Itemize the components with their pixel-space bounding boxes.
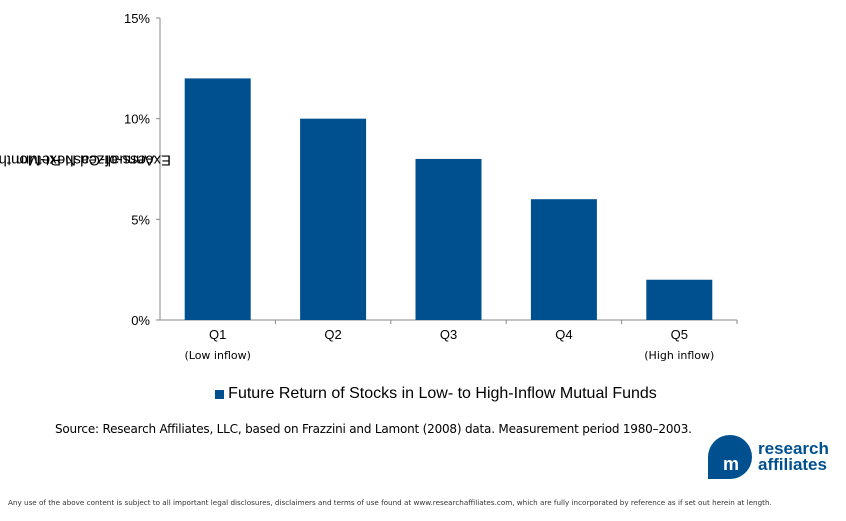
logo-text: research affiliates xyxy=(758,439,829,474)
bar xyxy=(300,118,367,321)
y-tick-label: 0% xyxy=(131,313,150,328)
bar xyxy=(530,199,597,320)
logo-text-line2: affiliates xyxy=(758,455,827,474)
bar xyxy=(646,279,713,320)
x-tick-label: Q1 xyxy=(209,327,226,342)
bar-chart: 0% 5% 10% 15% Q1 (Low inflow) Q2 Q3 Q4 Q5 (High in… xyxy=(124,11,738,362)
y-axis-title-line2: Excess-of-Cash Return xyxy=(15,151,172,169)
y-axis-title: Annualized Next-Month Excess-of-Cash Retu… xyxy=(0,30,171,290)
legal-disclaimer: Any use of the above content is subject … xyxy=(8,498,772,507)
logo-mark: m xyxy=(708,435,752,479)
x-tick-label: Q2 xyxy=(324,327,341,342)
logo-text-line1: research xyxy=(758,439,829,458)
y-tick-label: 15% xyxy=(124,11,150,26)
bar xyxy=(415,158,482,320)
logo-mark-glyph: m xyxy=(722,454,739,474)
x-tick-label: Q3 xyxy=(440,327,457,342)
research-affiliates-logo: m research affiliates xyxy=(708,434,838,480)
source-note: Source: Research Affiliates, LLC, based … xyxy=(55,422,692,436)
y-tick-label: 10% xyxy=(124,112,150,127)
bar xyxy=(184,78,251,321)
legend: Future Return of Stocks in Low- to High-… xyxy=(0,385,846,403)
y-tick-label: 5% xyxy=(131,212,150,227)
x-tick-sublabel: (Low inflow) xyxy=(184,349,250,362)
x-tick-sublabel: (High inflow) xyxy=(644,349,714,362)
legend-swatch xyxy=(215,389,225,399)
x-tick-label: Q4 xyxy=(555,327,572,342)
x-tick-label: Q5 xyxy=(671,327,688,342)
legend-label: Future Return of Stocks in Low- to High-… xyxy=(228,385,657,402)
